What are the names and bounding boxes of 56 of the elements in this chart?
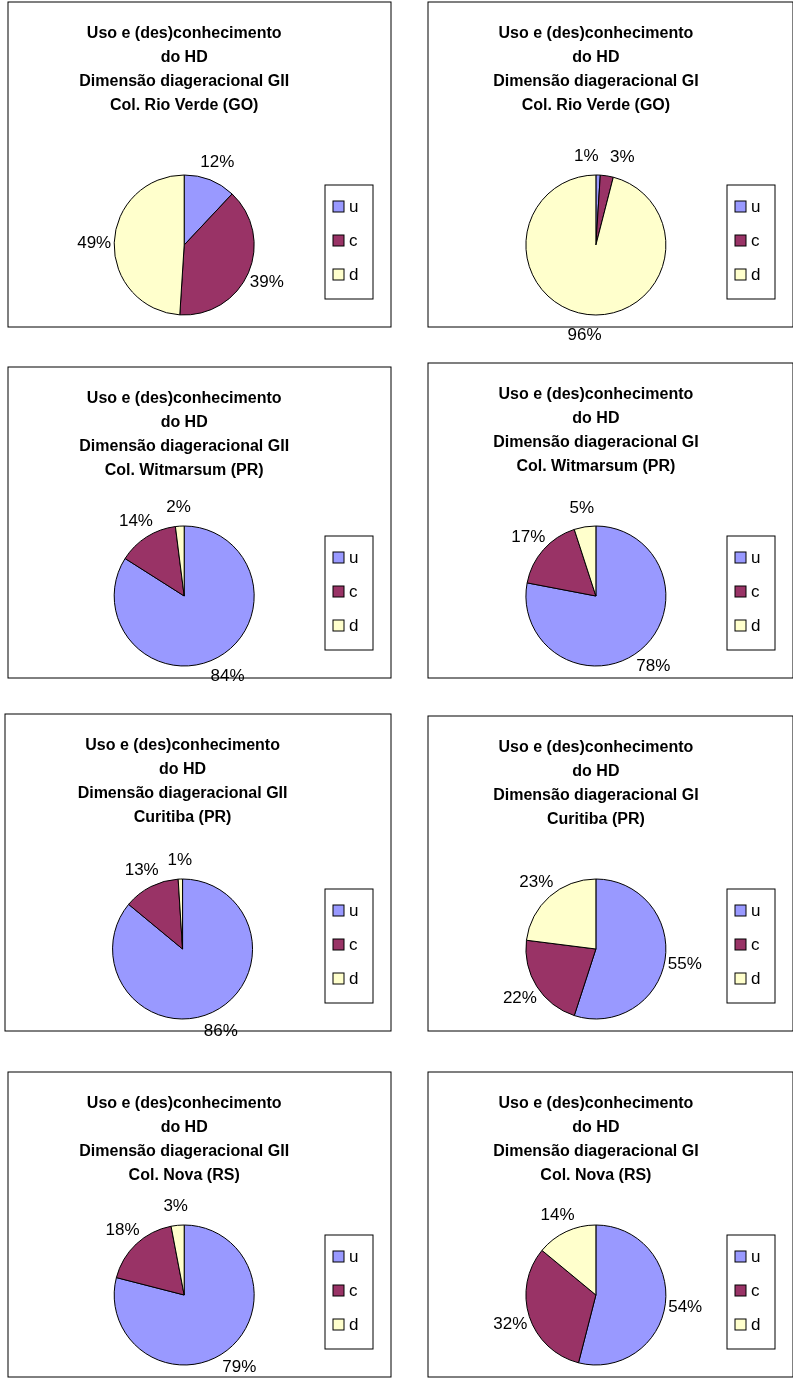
data-label: 96% xyxy=(567,325,602,345)
data-label: 14% xyxy=(118,511,153,531)
data-label: 78% xyxy=(636,656,671,676)
data-label: 32% xyxy=(493,1313,528,1333)
chart-title: Uso e (des)conhecimento do HD Dimensão diageracional GI Col. Rio Verde (GO) xyxy=(493,24,699,113)
legend-label: u xyxy=(349,548,359,567)
chart-title: Uso e (des)conhecimento do HD Dimensão diageracional GII Col. Rio Verde (GO) xyxy=(79,24,290,113)
data-label: 3% xyxy=(163,1196,188,1216)
chart-title: Uso e (des)conhecimento do HD Dimensão diageracional GI Curitiba (PR) xyxy=(493,738,699,827)
legend-label: u xyxy=(751,1247,761,1266)
data-label: 5% xyxy=(569,498,595,518)
legend-label: u xyxy=(751,901,761,920)
legend-label: d xyxy=(751,616,761,635)
data-label: 39% xyxy=(249,271,284,291)
data-label: 1% xyxy=(574,146,599,166)
data-label: 49% xyxy=(77,233,112,253)
legend-label: c xyxy=(349,582,358,601)
data-label: 55% xyxy=(667,954,702,974)
legend-label: u xyxy=(349,901,359,920)
data-label: 54% xyxy=(668,1297,703,1317)
data-label: 84% xyxy=(210,665,245,685)
legend-label: u xyxy=(751,548,761,567)
data-label: 22% xyxy=(502,988,537,1008)
legend-label: d xyxy=(349,265,359,284)
legend-label: c xyxy=(349,935,358,954)
legend-label: u xyxy=(751,197,761,216)
data-label: 14% xyxy=(540,1204,575,1224)
legend-label: c xyxy=(751,582,760,601)
chart-title: Uso e (des)conhecimento do HD Dimensão diageracional GI Col. Nova (RS) xyxy=(493,1094,699,1183)
legend-label: d xyxy=(751,969,761,988)
legend-label: d xyxy=(349,616,359,635)
legend-label: d xyxy=(751,265,761,284)
data-label: 12% xyxy=(200,152,235,172)
chart-title: Uso e (des)conhecimento do HD Dimensão diageracional GI Col. Witmarsum (PR) xyxy=(493,385,699,474)
legend-label: c xyxy=(751,1281,760,1300)
chart-title: Uso e (des)conhecimento do HD Dimensão diageracional GII Curitiba (PR) xyxy=(77,736,288,825)
legend-label: u xyxy=(349,1247,359,1266)
data-label: 1% xyxy=(167,850,193,870)
legend-label: c xyxy=(751,231,760,250)
legend-label: c xyxy=(751,935,760,954)
data-label: 17% xyxy=(511,527,546,547)
legend-label: c xyxy=(349,231,358,250)
chart-title: Uso e (des)conhecimento do HD Dimensão diageracional GII Col. Nova (RS) xyxy=(79,1094,290,1183)
data-label: 86% xyxy=(203,1021,238,1041)
data-label: 23% xyxy=(519,872,554,892)
legend-label: d xyxy=(349,1315,359,1334)
data-label: 13% xyxy=(124,859,159,879)
legend-label: c xyxy=(349,1281,358,1300)
data-label: 18% xyxy=(105,1220,140,1240)
legend-label: d xyxy=(349,969,359,988)
chart-title: Uso e (des)conhecimento do HD Dimensão diageracional GII Col. Witmarsum (PR) xyxy=(79,389,290,478)
legend-label: u xyxy=(349,197,359,216)
data-label: 3% xyxy=(610,147,635,167)
data-label: 2% xyxy=(166,497,191,517)
data-label: 79% xyxy=(222,1357,257,1377)
legend-label: d xyxy=(751,1315,761,1334)
